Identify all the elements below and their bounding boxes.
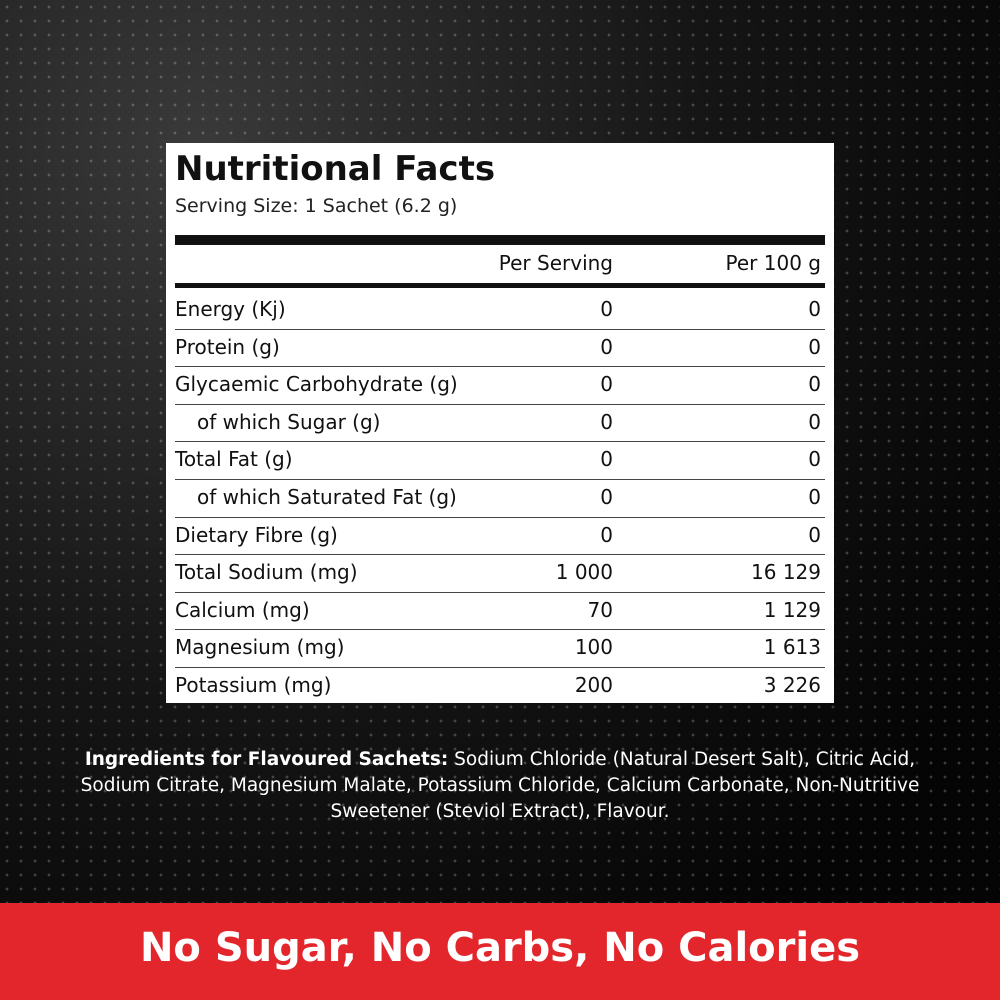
cell-value: 0 — [808, 484, 821, 509]
cell-value: 0 — [600, 372, 613, 397]
ingredients: Ingredients for Flavoured Sachets: Sodiu… — [80, 747, 920, 825]
row-label: of which Sugar (g) — [197, 409, 381, 434]
table-row: Total Fat (g) 0 0 — [175, 442, 825, 480]
cell-value: 0 — [808, 297, 821, 321]
row-label: Calcium (mg) — [175, 597, 310, 622]
cell-value: 0 — [808, 409, 821, 434]
cell-value: 1 129 — [763, 597, 821, 622]
rule — [175, 283, 825, 288]
table-row: of which Saturated Fat (g) 0 0 — [175, 480, 825, 518]
table-body: Energy (Kj) 0 0 Protein (g) 0 0 Glycaemic Carb… — [175, 292, 825, 705]
cell-value: 0 — [808, 372, 821, 397]
row-label: Energy (Kj) — [175, 297, 286, 321]
table-row: of which Sugar (g) 0 0 — [175, 405, 825, 443]
cell-value: 3 226 — [763, 672, 821, 697]
row-label: Protein (g) — [175, 334, 280, 359]
table-row: Glycaemic Carbohydrate (g) 0 0 — [175, 367, 825, 405]
cell-value: 0 — [600, 447, 613, 472]
table-row: Total Sodium (mg) 1 000 16 129 — [175, 555, 825, 593]
row-label: Magnesium (mg) — [175, 635, 345, 660]
row-label: Total Fat (g) — [175, 447, 293, 472]
cell-value: 0 — [808, 447, 821, 472]
cell-value: 100 — [574, 635, 613, 660]
row-label: of which Saturated Fat (g) — [197, 484, 457, 509]
table-row: Energy (Kj) 0 0 — [175, 292, 825, 330]
cell-value: 200 — [574, 672, 613, 697]
row-label: Glycaemic Carbohydrate (g) — [175, 372, 458, 397]
cell-value: 0 — [600, 484, 613, 509]
cell-value: 0 — [808, 522, 821, 547]
nutrition-panel: Nutritional Facts Serving Size: 1 Sachet… — [166, 143, 834, 703]
column-header: Per Serving — [498, 251, 613, 275]
cell-value: 0 — [600, 297, 613, 321]
row-label: Dietary Fibre (g) — [175, 522, 338, 547]
table-row: Magnesium (mg) 100 1 613 — [175, 630, 825, 668]
serving-size: Serving Size: 1 Sachet (6.2 g) — [175, 195, 458, 217]
banner: No Sugar, No Carbs, No Calories — [0, 903, 1000, 1000]
ingredients-text: Sodium Chloride (Natural Desert Salt), C… — [80, 749, 920, 822]
cell-value: 70 — [587, 597, 613, 622]
table-row: Protein (g) 0 0 — [175, 330, 825, 368]
ingredients-label: Ingredients for Flavoured Sachets: — [84, 749, 449, 770]
cell-value: 16 129 — [751, 560, 821, 585]
rule — [175, 235, 825, 245]
table-row: Calcium (mg) 70 1 129 — [175, 593, 825, 631]
table-header: Per Serving Per 100 g — [175, 251, 821, 279]
row-label: Potassium (mg) — [175, 672, 332, 697]
title: Nutritional Facts — [175, 149, 496, 189]
cell-value: 0 — [600, 334, 613, 359]
cell-value: 0 — [600, 522, 613, 547]
cell-value: 0 — [808, 334, 821, 359]
table-row: Dietary Fibre (g) 0 0 — [175, 518, 825, 556]
cell-value: 1 000 — [555, 560, 613, 585]
cell-value: 0 — [600, 409, 613, 434]
table-row: Potassium (mg) 200 3 226 — [175, 668, 825, 705]
column-header: Per 100 g — [725, 251, 821, 275]
cell-value: 1 613 — [763, 635, 821, 660]
row-label: Total Sodium (mg) — [175, 560, 358, 585]
